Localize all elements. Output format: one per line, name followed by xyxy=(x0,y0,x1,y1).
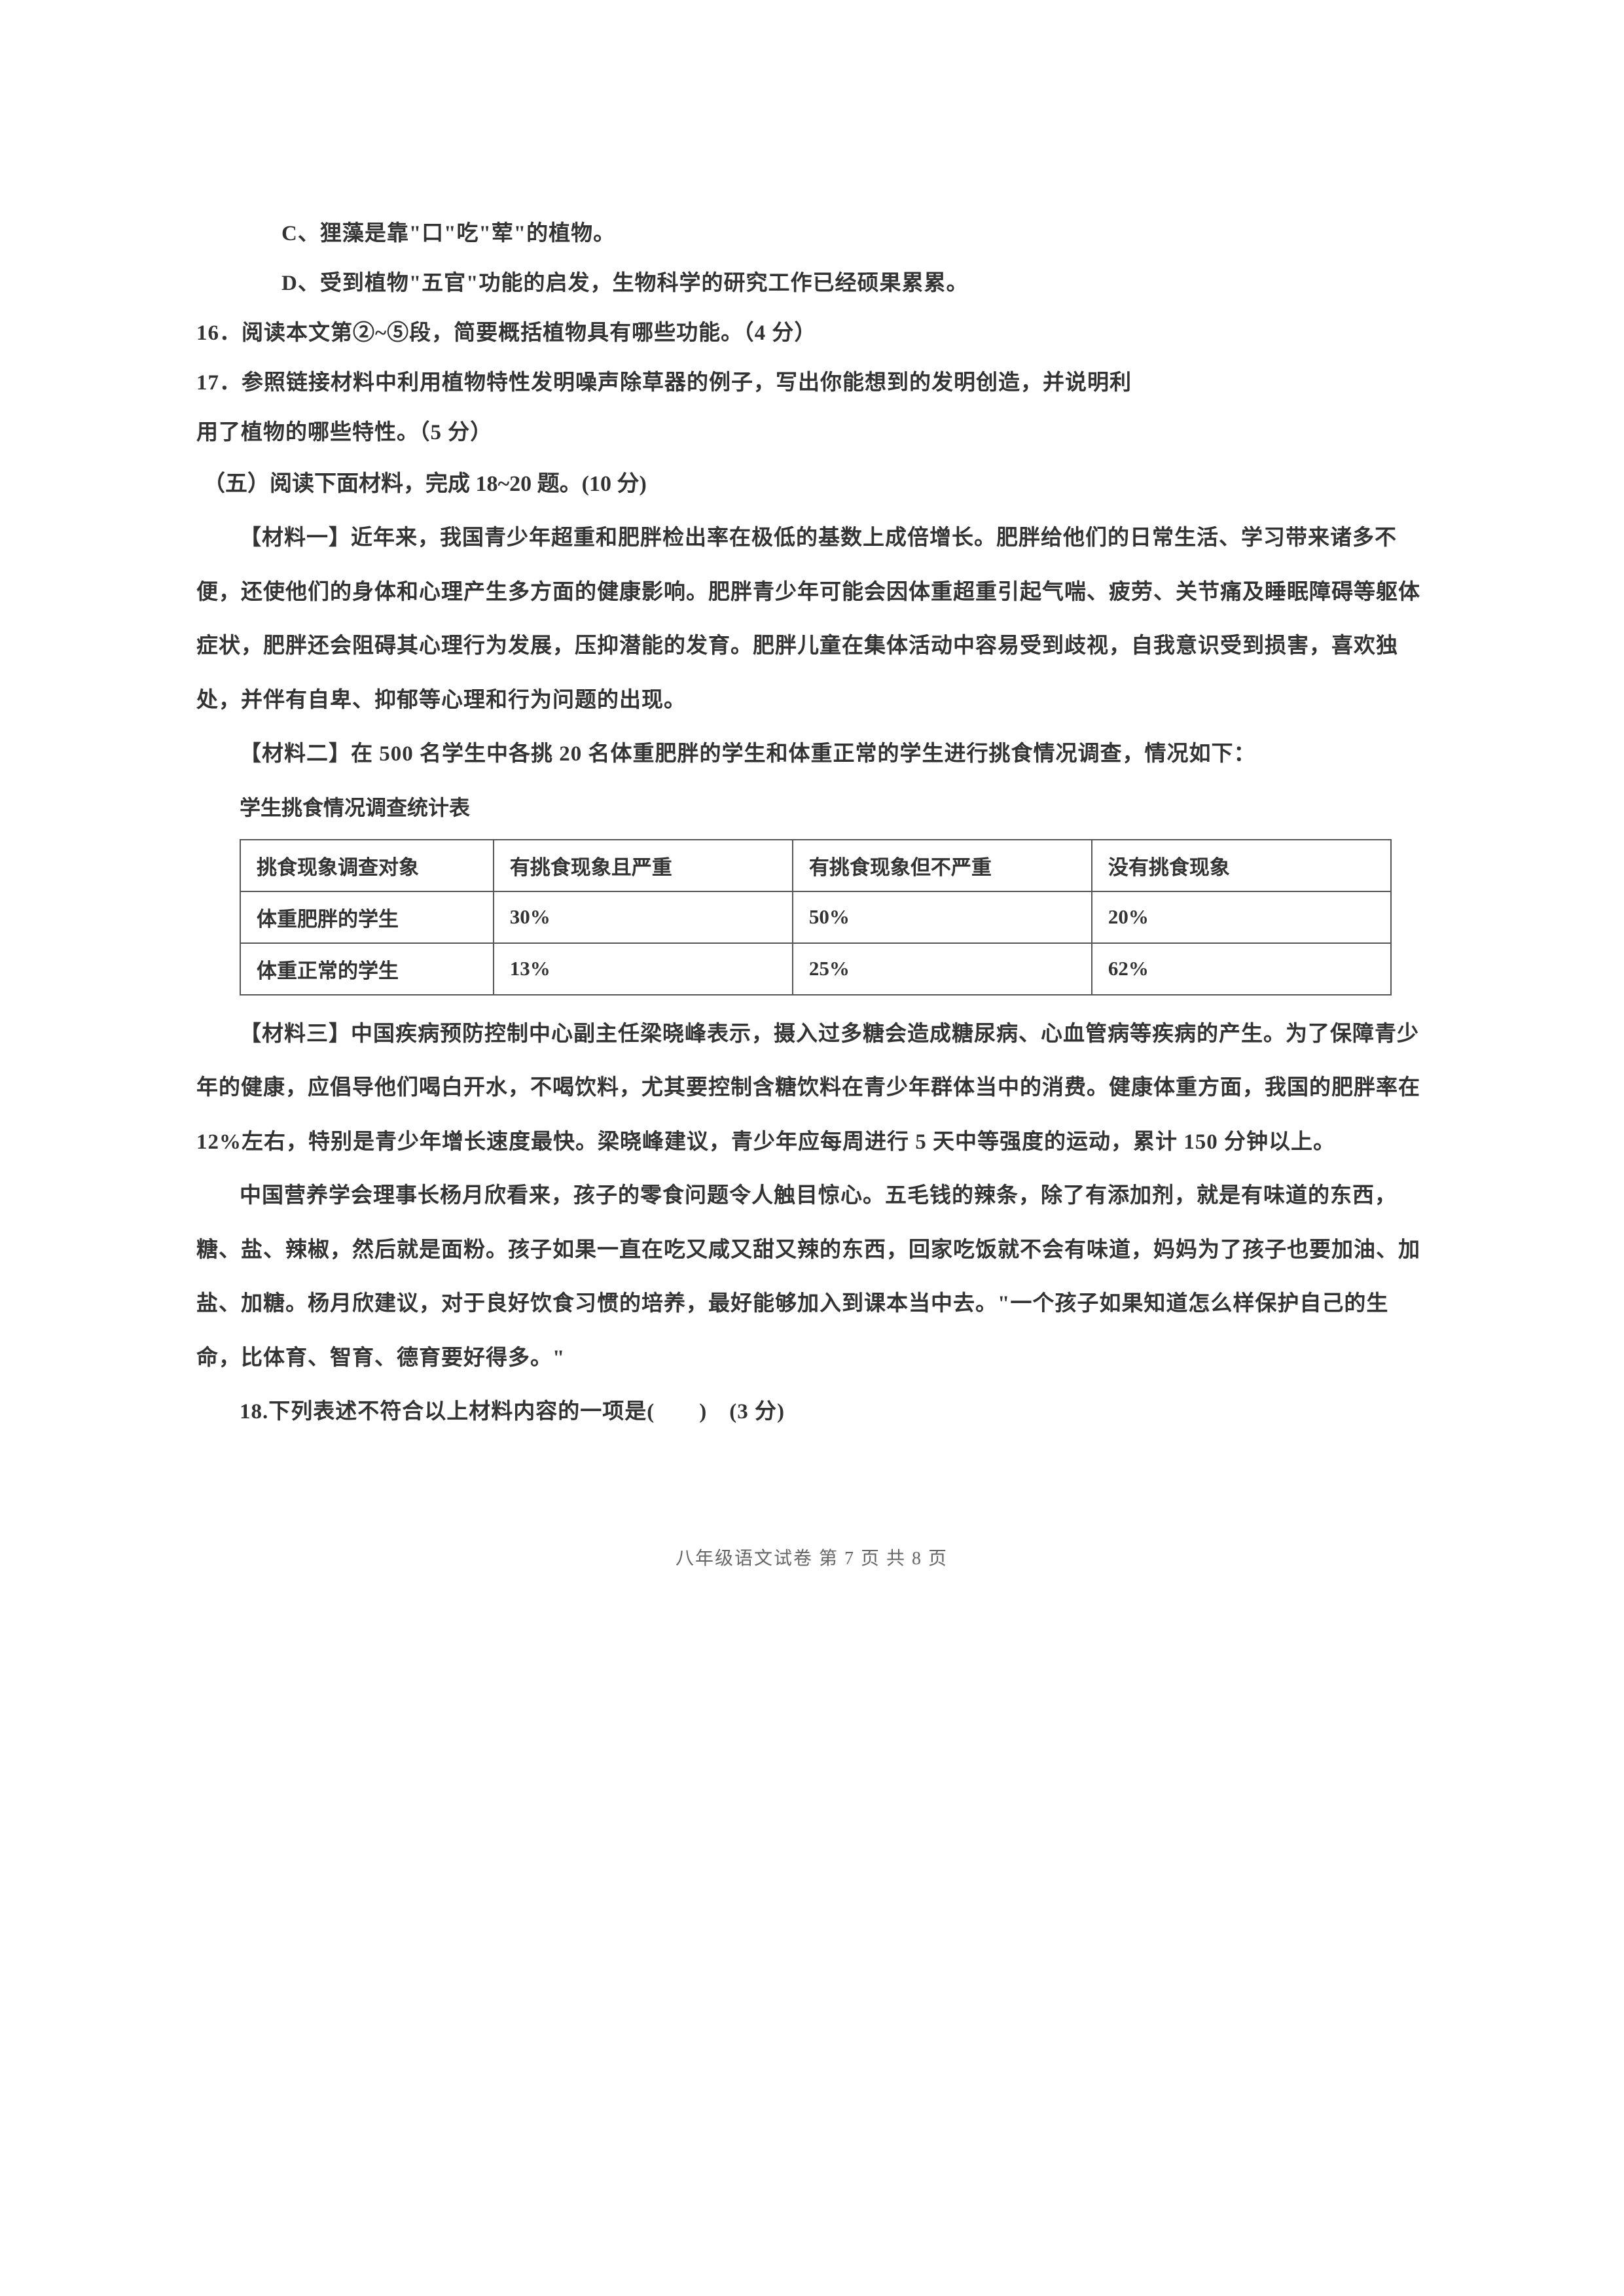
table-header: 有挑食现象且严重 xyxy=(494,840,793,891)
table-cell: 13% xyxy=(494,943,793,995)
table-cell: 50% xyxy=(793,891,1092,943)
table-cell: 62% xyxy=(1092,943,1391,995)
option-c: C、狸藻是靠"口"吃"荤"的植物。 xyxy=(196,209,1427,259)
table-row: 体重正常的学生 13% 25% 62% xyxy=(240,943,1391,995)
table-header-row: 挑食现象调查对象 有挑食现象且严重 有挑食现象但不严重 没有挑食现象 xyxy=(240,840,1391,891)
survey-table: 挑食现象调查对象 有挑食现象且严重 有挑食现象但不严重 没有挑食现象 体重肥胖的… xyxy=(240,839,1392,996)
option-d: D、受到植物"五官"功能的启发，生物科学的研究工作已经硕果累累。 xyxy=(196,259,1427,309)
table-cell: 体重正常的学生 xyxy=(240,943,494,995)
page-footer: 八年级语文试卷 第 7 页 共 8 页 xyxy=(196,1544,1427,1570)
table-cell: 体重肥胖的学生 xyxy=(240,891,494,943)
table-row: 体重肥胖的学生 30% 50% 20% xyxy=(240,891,1391,943)
table-header: 没有挑食现象 xyxy=(1092,840,1391,891)
material-2-intro: 【材料二】在 500 名学生中各挑 20 名体重肥胖的学生和体重正常的学生进行挑… xyxy=(196,727,1427,781)
material-3-para2: 中国营养学会理事长杨月欣看来，孩子的零食问题令人触目惊心。五毛钱的辣条，除了有添… xyxy=(196,1169,1427,1385)
table-cell: 25% xyxy=(793,943,1092,995)
question-17-line1: 17．参照链接材料中利用植物特性发明噪声除草器的例子，写出你能想到的发明创造，并… xyxy=(196,359,1427,408)
table-cell: 30% xyxy=(494,891,793,943)
page-content: C、狸藻是靠"口"吃"荤"的植物。 D、受到植物"五官"功能的启发，生物科学的研… xyxy=(196,209,1427,1439)
question-17-line2: 用了植物的哪些特性。（5 分） xyxy=(196,408,1427,458)
table-header: 有挑食现象但不严重 xyxy=(793,840,1092,891)
material-3-para1: 【材料三】中国疾病预防控制中心副主任梁晓峰表示，摄入过多糖会造成糖尿病、心血管病… xyxy=(196,1007,1427,1170)
section-5-heading: （五）阅读下面材料，完成 18~20 题。(10 分) xyxy=(196,457,1427,511)
material-1: 【材料一】近年来，我国青少年超重和肥胖检出率在极低的基数上成倍增长。肥胖给他们的… xyxy=(196,511,1427,727)
table-header: 挑食现象调查对象 xyxy=(240,840,494,891)
table-title: 学生挑食情况调查统计表 xyxy=(196,781,1427,834)
question-18: 18.下列表述不符合以上材料内容的一项是( ) (3 分) xyxy=(196,1385,1427,1439)
table-cell: 20% xyxy=(1092,891,1391,943)
question-16: 16．阅读本文第②~⑤段，简要概括植物具有哪些功能。（4 分） xyxy=(196,309,1427,359)
